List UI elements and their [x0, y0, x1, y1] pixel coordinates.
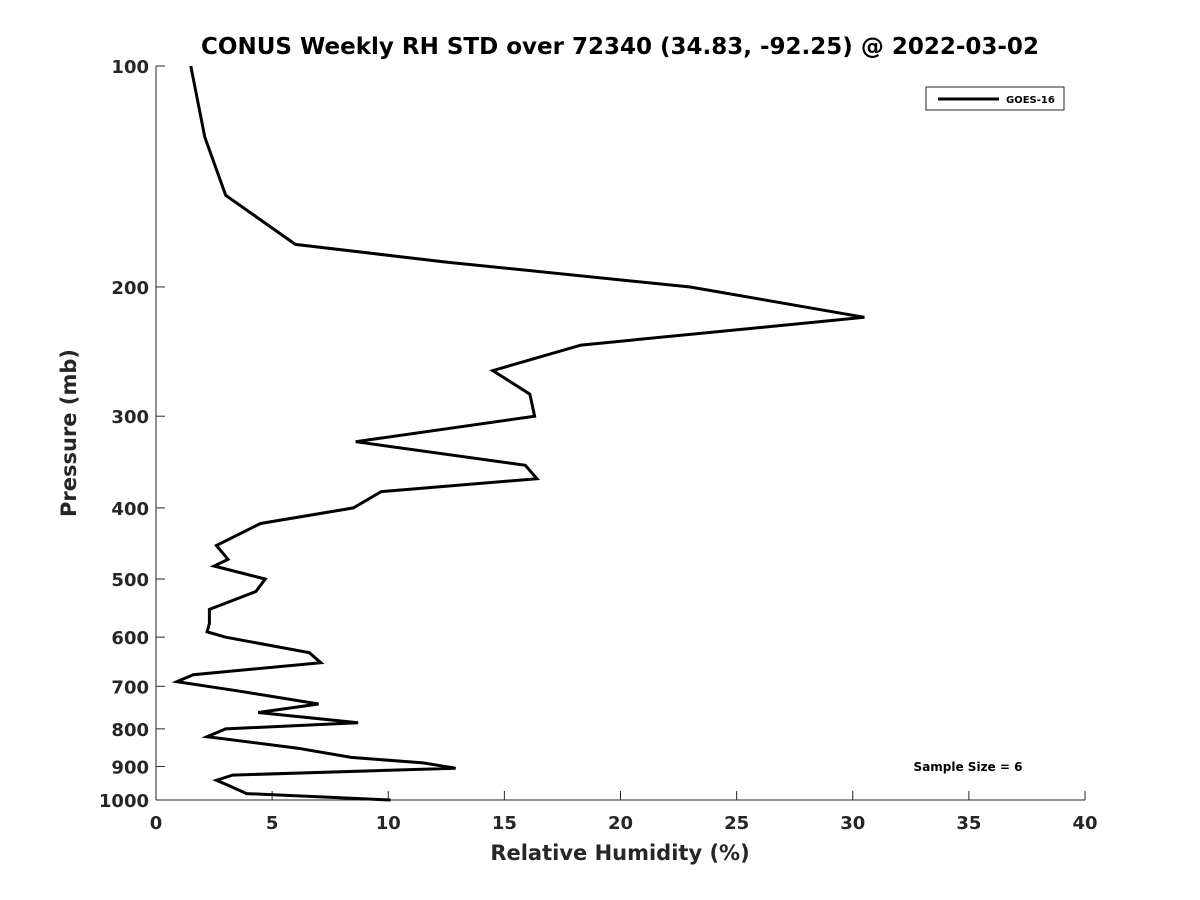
y-tick-label: 200 — [111, 278, 149, 299]
chart-title: CONUS Weekly RH STD over 72340 (34.83, -… — [201, 34, 1039, 60]
series-group — [171, 65, 865, 802]
y-tick-label: 700 — [111, 677, 149, 698]
y-tick-label: 800 — [111, 720, 149, 741]
sample-size-annotation: Sample Size = 6 — [914, 760, 1023, 774]
y-tick-label: 400 — [111, 499, 149, 520]
legend: GOES-16 — [925, 86, 1065, 111]
x-tick-label: 25 — [724, 813, 749, 834]
y-tick-label: 600 — [111, 628, 149, 649]
y-tick-label: 500 — [111, 570, 149, 591]
x-tick-label: 0 — [150, 813, 163, 834]
y-tick-label: 100 — [111, 57, 149, 78]
x-tick-label: 20 — [608, 813, 633, 834]
series-line-goes-16 — [171, 65, 865, 802]
y-tick-label: 300 — [111, 407, 149, 428]
x-axis-label: Relative Humidity (%) — [490, 841, 749, 865]
x-tick-label: 30 — [840, 813, 865, 834]
axes — [155, 66, 1085, 801]
x-tick-label: 5 — [266, 813, 279, 834]
x-tick-label: 40 — [1072, 813, 1097, 834]
x-tick-label: 35 — [956, 813, 981, 834]
x-tick-label: 15 — [492, 813, 517, 834]
x-ticks: 0 5 10 15 20 25 30 35 40 — [150, 791, 1098, 834]
legend-label: GOES-16 — [1006, 95, 1055, 106]
y-ticks: 100 200 300 400 500 600 700 800 900 1000 — [99, 57, 165, 812]
y-tick-label: 900 — [111, 757, 149, 778]
y-tick-label: 1000 — [99, 791, 149, 812]
y-axis-label: Pressure (mb) — [57, 349, 81, 517]
x-tick-label: 10 — [376, 813, 401, 834]
